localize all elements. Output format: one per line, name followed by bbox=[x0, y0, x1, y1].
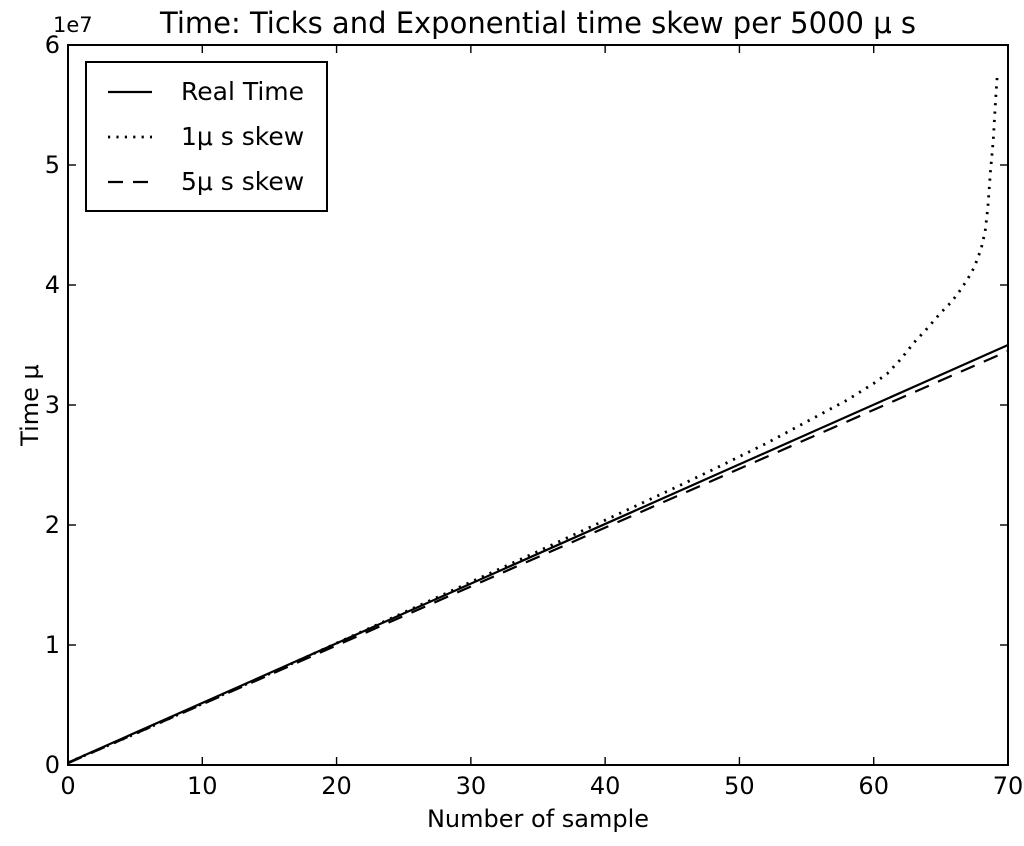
y-tick-label: 1 bbox=[44, 631, 60, 659]
legend-entry-5us-skew: 5μ s skew bbox=[87, 159, 326, 204]
x-tick-label: 0 bbox=[60, 772, 76, 800]
y-axis-label: Time μ bbox=[16, 364, 44, 446]
x-axis-label: Number of sample bbox=[426, 805, 650, 833]
x-tick-label: 70 bbox=[992, 772, 1024, 800]
y-tick-label: 4 bbox=[44, 271, 60, 299]
y-tick-label: 0 bbox=[44, 751, 60, 779]
x-tick-label: 30 bbox=[455, 772, 487, 800]
legend-entry-real-time: Real Time bbox=[87, 69, 326, 114]
legend-label: 5μ s skew bbox=[181, 167, 305, 196]
y-axis-offset-label: 1e7 bbox=[53, 13, 93, 37]
legend-label: Real Time bbox=[181, 77, 305, 106]
x-tick-label: 40 bbox=[589, 772, 621, 800]
series-line-dotted bbox=[67, 74, 999, 764]
x-tick-label: 60 bbox=[858, 772, 889, 800]
x-tick-label: 50 bbox=[724, 772, 755, 800]
dashed-line-swatch-icon bbox=[108, 180, 152, 183]
y-tick-label: 3 bbox=[44, 391, 60, 419]
solid-line-swatch-icon bbox=[108, 90, 152, 93]
series-line-dashed bbox=[67, 349, 1009, 765]
y-tick-label: 6 bbox=[44, 31, 60, 59]
legend-label: 1μ s skew bbox=[181, 122, 305, 151]
legend-entry-1us-skew: 1μ s skew bbox=[87, 114, 326, 159]
series-line-solid bbox=[67, 343, 1009, 764]
y-tick-label: 2 bbox=[44, 511, 60, 539]
x-tick-label: 10 bbox=[187, 772, 218, 800]
legend: Real Time 1μ s skew 5μ s skew bbox=[85, 61, 329, 212]
dotted-line-swatch-icon bbox=[108, 135, 152, 138]
y-tick-label: 5 bbox=[44, 151, 60, 179]
chart-title: Time: Ticks and Exponential time skew pe… bbox=[160, 6, 916, 40]
x-tick-label: 20 bbox=[321, 772, 352, 800]
